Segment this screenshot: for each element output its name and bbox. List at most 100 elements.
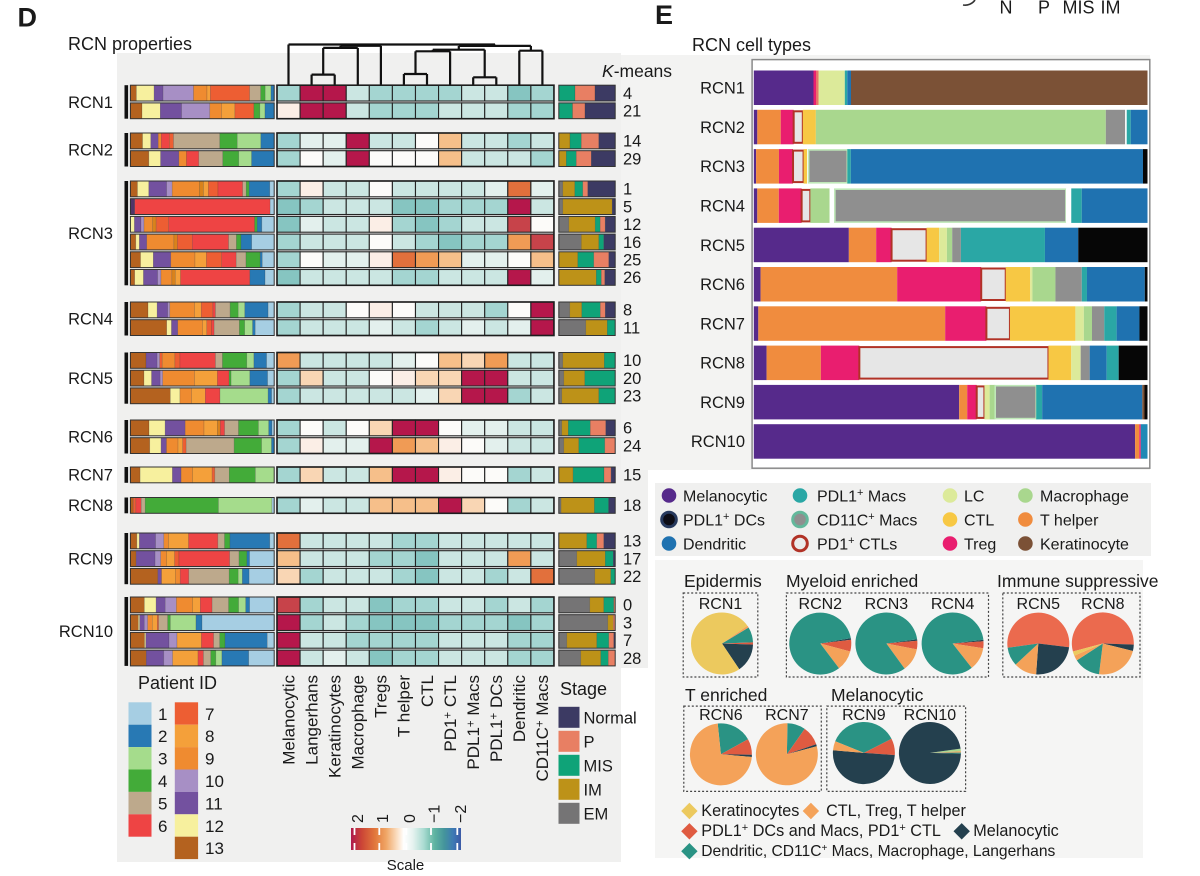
svg-text:RCN9: RCN9 xyxy=(842,707,886,724)
svg-text:RCN3: RCN3 xyxy=(68,225,113,243)
svg-text:Keratinocyte: Keratinocyte xyxy=(1040,536,1129,553)
svg-text:2: 2 xyxy=(350,814,367,823)
svg-text:RCN4: RCN4 xyxy=(931,596,975,613)
svg-text:17: 17 xyxy=(623,550,641,568)
svg-text:7: 7 xyxy=(623,632,632,650)
svg-text:Melanocytic: Melanocytic xyxy=(973,822,1058,840)
svg-text:PD1+​ CTLs: PD1+​ CTLs xyxy=(817,535,897,553)
svg-text:Tregs: Tregs xyxy=(372,675,391,718)
svg-text:RCN1: RCN1 xyxy=(700,80,745,98)
svg-text:N: N xyxy=(1000,0,1013,18)
svg-text:Macrophage: Macrophage xyxy=(1040,488,1129,505)
svg-text:IM: IM xyxy=(584,781,602,799)
svg-text:RCN10: RCN10 xyxy=(904,707,957,724)
svg-text:RCN10: RCN10 xyxy=(59,623,113,641)
svg-text:13: 13 xyxy=(205,839,224,858)
svg-text:CTL, Treg, T helper: CTL, Treg, T helper xyxy=(826,802,966,820)
svg-text:Melanocytic: Melanocytic xyxy=(279,675,298,765)
svg-text:Patient ID: Patient ID xyxy=(138,673,217,693)
svg-text:RCN5: RCN5 xyxy=(700,237,745,255)
svg-text:12: 12 xyxy=(205,817,224,836)
svg-text:PDL1+​ DCs and Macs, PD1+​ CTL: PDL1+​ DCs and Macs, PD1+​ CTL xyxy=(701,822,941,840)
svg-text:RCN9: RCN9 xyxy=(700,394,745,412)
svg-text:RCN8: RCN8 xyxy=(700,355,745,373)
svg-text:Melanocytic: Melanocytic xyxy=(831,685,924,705)
svg-text:T enriched: T enriched xyxy=(685,685,767,705)
svg-text:11: 11 xyxy=(205,794,223,813)
svg-text:3: 3 xyxy=(623,614,632,632)
svg-text:RCN4: RCN4 xyxy=(700,198,745,216)
svg-text:Stage: Stage xyxy=(560,679,607,699)
svg-text:2: 2 xyxy=(158,727,167,746)
svg-text:MIS: MIS xyxy=(1062,0,1094,18)
svg-text:IM: IM xyxy=(1101,0,1121,18)
svg-text:25: 25 xyxy=(623,252,641,270)
svg-text:RCN5: RCN5 xyxy=(68,370,113,388)
svg-text:CTL: CTL xyxy=(418,675,437,707)
svg-text:Scale: Scale xyxy=(387,857,425,874)
svg-text:EM: EM xyxy=(584,805,609,823)
svg-text:14: 14 xyxy=(623,133,641,151)
svg-text:Dendritic, CD11C+​ Macs, Macro: Dendritic, CD11C+​ Macs, Macrophage, Lan… xyxy=(701,843,1055,860)
svg-text:5: 5 xyxy=(158,794,167,813)
svg-text:1: 1 xyxy=(375,814,392,823)
svg-text:RCN3: RCN3 xyxy=(700,158,745,176)
svg-text:RCN7: RCN7 xyxy=(765,707,809,724)
svg-text:RCN properties: RCN properties xyxy=(68,34,192,54)
svg-text:RCN7: RCN7 xyxy=(700,315,745,333)
svg-text:Langerhans: Langerhans xyxy=(302,675,321,765)
svg-text:MIS: MIS xyxy=(584,757,613,775)
svg-text:Keratinocytes: Keratinocytes xyxy=(326,675,345,778)
svg-text:PDL1+​ DCs: PDL1+​ DCs xyxy=(683,511,765,529)
svg-text:RCN6: RCN6 xyxy=(699,707,743,724)
svg-text:PD1+ CTL: PD1+ CTL xyxy=(441,675,460,752)
svg-text:CD11C+​ Macs: CD11C+​ Macs xyxy=(817,511,917,529)
svg-text:22: 22 xyxy=(623,568,641,586)
svg-text:Epidermis: Epidermis xyxy=(684,571,762,591)
svg-text:23: 23 xyxy=(623,388,641,406)
svg-text:Treg: Treg xyxy=(964,536,996,553)
svg-text:Keratinocytes: Keratinocytes xyxy=(701,802,799,820)
svg-text:D: D xyxy=(18,3,38,33)
svg-text:RCN1: RCN1 xyxy=(699,596,743,613)
svg-text:Melanocytic: Melanocytic xyxy=(683,488,767,505)
svg-text:PDL1+ Macs: PDL1+ Macs xyxy=(464,675,483,770)
svg-text:RCN2: RCN2 xyxy=(799,596,843,613)
svg-text:28: 28 xyxy=(623,650,641,668)
svg-text:4: 4 xyxy=(158,772,167,791)
svg-text:RCN6: RCN6 xyxy=(700,276,745,294)
svg-text:18: 18 xyxy=(623,497,641,515)
svg-text:0: 0 xyxy=(402,814,419,823)
svg-text:6: 6 xyxy=(623,420,632,438)
svg-text:RCN7: RCN7 xyxy=(68,467,113,485)
svg-text:Dendritic: Dendritic xyxy=(510,675,529,743)
svg-text:RCN8: RCN8 xyxy=(68,497,113,515)
svg-text:3: 3 xyxy=(158,750,167,769)
svg-text:1: 1 xyxy=(623,181,632,199)
svg-text:Macrophage: Macrophage xyxy=(349,675,368,770)
svg-text:11: 11 xyxy=(623,319,640,337)
svg-text:RCN3: RCN3 xyxy=(865,596,909,613)
svg-text:7: 7 xyxy=(205,705,214,724)
svg-text:26: 26 xyxy=(623,269,641,287)
svg-text:Immune suppressive: Immune suppressive xyxy=(997,571,1158,591)
svg-text:T helper: T helper xyxy=(1040,512,1099,529)
svg-text:6: 6 xyxy=(158,817,167,836)
svg-text:RCN4: RCN4 xyxy=(68,311,113,329)
svg-text:P: P xyxy=(584,733,595,751)
svg-text:RCN8: RCN8 xyxy=(1081,596,1125,613)
svg-text:10: 10 xyxy=(205,772,224,791)
svg-text:9: 9 xyxy=(205,750,214,769)
svg-text:P: P xyxy=(1038,0,1050,18)
svg-text:CTL: CTL xyxy=(964,512,994,529)
svg-text:13: 13 xyxy=(623,533,641,551)
svg-text:RCN2: RCN2 xyxy=(68,142,113,160)
svg-text:5: 5 xyxy=(623,198,632,216)
svg-text:RCN5: RCN5 xyxy=(1017,596,1061,613)
svg-text:4: 4 xyxy=(623,85,632,103)
svg-text:16: 16 xyxy=(623,234,641,252)
svg-text:−1: −1 xyxy=(427,805,444,823)
svg-text:1: 1 xyxy=(158,705,167,724)
svg-text:Myeloid enriched: Myeloid enriched xyxy=(786,571,918,591)
svg-text:21: 21 xyxy=(623,103,641,121)
